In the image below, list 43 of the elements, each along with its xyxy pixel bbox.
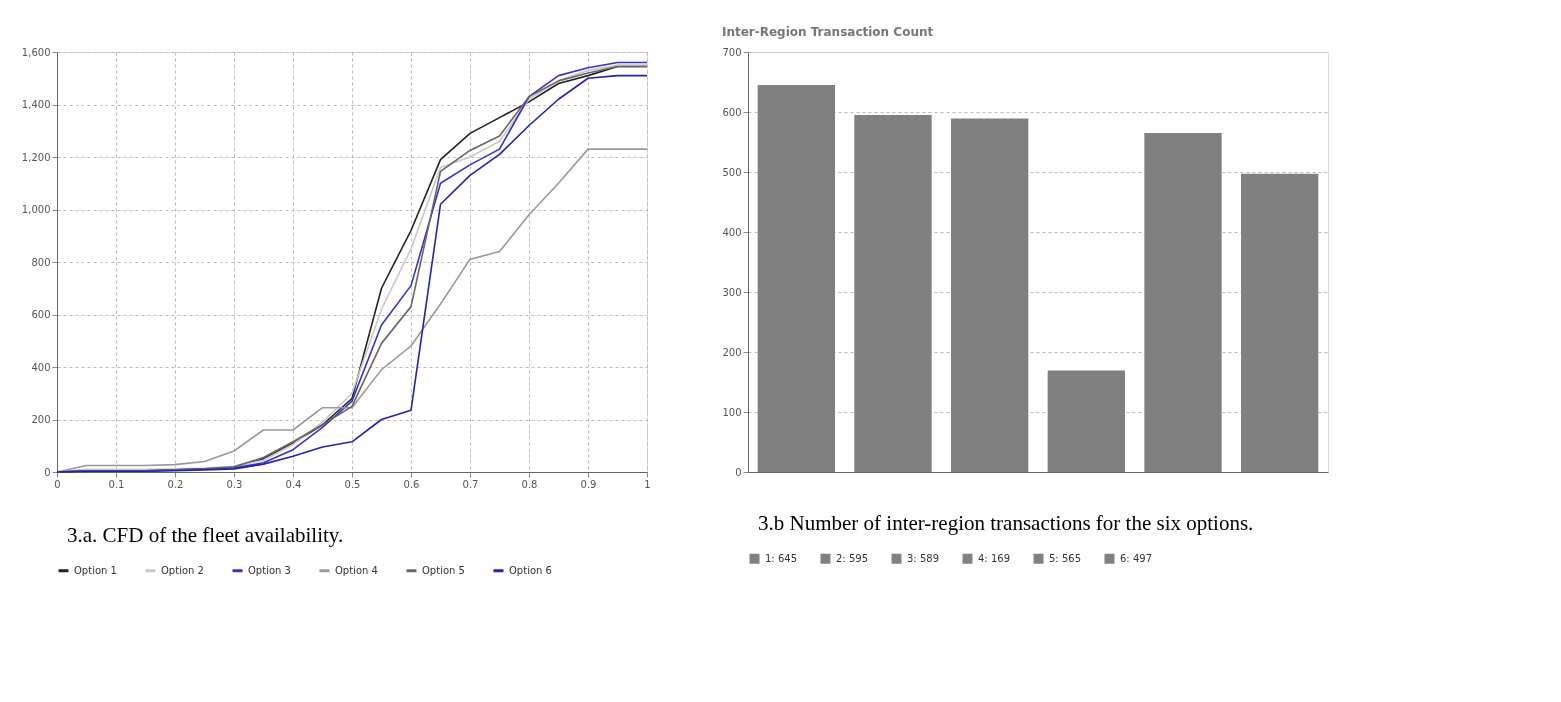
x-tick-label: 0.2 bbox=[167, 478, 184, 490]
y-tick-label: 200 bbox=[31, 414, 51, 425]
y-tick-label: 1,600 bbox=[21, 46, 51, 58]
x-tick-label: 0.5 bbox=[344, 478, 361, 490]
x-tick-label: 0.8 bbox=[521, 478, 538, 490]
y-tick-label: 200 bbox=[722, 346, 742, 358]
x-tick-label: 0.6 bbox=[403, 478, 420, 490]
y-tick-label: 500 bbox=[722, 166, 742, 178]
legend-label: Option 5 bbox=[422, 564, 465, 576]
legend-label: Option 6 bbox=[509, 564, 552, 576]
y-tick-label: 400 bbox=[31, 361, 51, 373]
x-tick-label: 0.3 bbox=[226, 478, 243, 490]
x-tick-label: 0 bbox=[54, 478, 61, 490]
legend-label: 3: 589 bbox=[907, 552, 939, 564]
legend-label: Option 3 bbox=[248, 564, 291, 576]
y-tick-label: 100 bbox=[722, 406, 742, 418]
chart-title: Inter-Region Transaction Count bbox=[721, 25, 934, 39]
y-tick-label: 600 bbox=[722, 106, 742, 118]
legend-label: 6: 497 bbox=[1120, 552, 1152, 564]
y-tick-label: 700 bbox=[722, 46, 742, 58]
text: 3.b Number of inter-region transactions for the six options. bbox=[758, 511, 1254, 535]
y-tick-label: 800 bbox=[31, 256, 51, 268]
legend-label: 1: 645 bbox=[765, 552, 797, 564]
y-tick-label: 1,400 bbox=[21, 99, 51, 110]
legend-label: Option 4 bbox=[335, 564, 378, 576]
legend-label: Option 2 bbox=[161, 564, 204, 576]
y-tick-label: 1,000 bbox=[21, 204, 51, 215]
x-tick-label: 0.1 bbox=[108, 478, 125, 490]
y-tick-label: 600 bbox=[31, 309, 51, 320]
y-tick-label: 1,200 bbox=[21, 151, 51, 163]
legend-label: Option 1 bbox=[74, 564, 117, 576]
legend-label: 2: 595 bbox=[836, 552, 868, 564]
x-tick-label: 0.4 bbox=[285, 478, 302, 490]
x-tick-label: 0.9 bbox=[580, 478, 597, 490]
y-tick-label: 0 bbox=[735, 466, 742, 478]
y-tick-label: 400 bbox=[722, 226, 742, 238]
x-tick-label: 0.7 bbox=[462, 478, 479, 490]
y-tick-label: 300 bbox=[722, 286, 742, 298]
x-tick-label: 1 bbox=[644, 478, 651, 490]
y-tick-label: 0 bbox=[44, 466, 51, 478]
legend-label: 5: 565 bbox=[1049, 552, 1081, 564]
text: 3.a. CFD of the fleet availability. bbox=[67, 523, 344, 547]
legend-label: 4: 169 bbox=[978, 552, 1010, 564]
